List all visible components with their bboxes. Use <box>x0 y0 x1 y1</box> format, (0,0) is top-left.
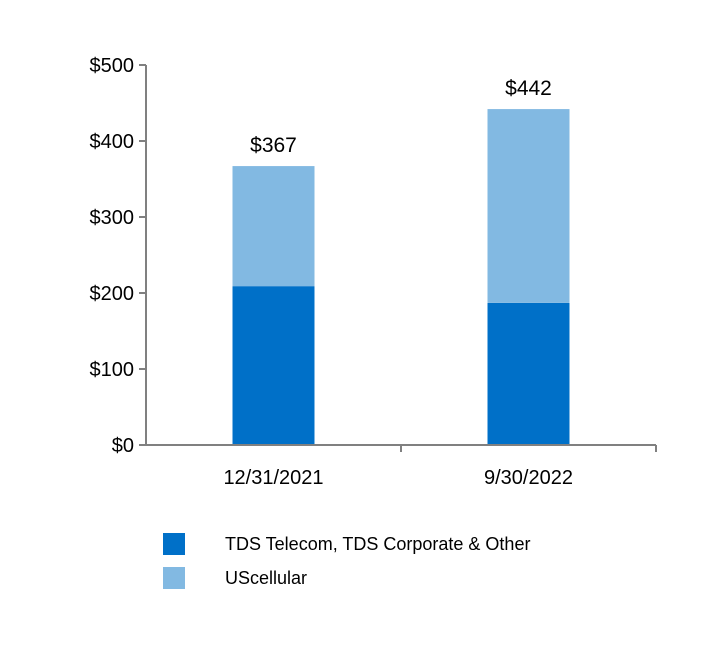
y-tick-label: $400 <box>90 131 135 153</box>
total-label: $367 <box>250 134 297 157</box>
y-tick-label: $200 <box>90 283 135 305</box>
legend-label-tds: TDS Telecom, TDS Corporate & Other <box>225 533 531 554</box>
bar-segment <box>487 109 570 303</box>
bar-segment <box>232 166 315 287</box>
legend: TDS Telecom, TDS Corporate & Other UScel… <box>163 527 530 595</box>
y-tick-label: $500 <box>90 55 135 77</box>
y-axis: $0 $100 $200 $300 $400 $500 <box>90 55 147 457</box>
legend-item-uscellular: UScellular <box>163 561 530 595</box>
bar-segment <box>487 302 570 445</box>
bar-chart: $0 $100 $200 $300 $400 $500 $367 $442 12/31/20… <box>90 55 657 489</box>
data-labels: $367 $442 <box>250 77 552 157</box>
y-tick-label: $300 <box>90 207 135 229</box>
legend-swatch-tds <box>163 533 185 555</box>
total-label: $442 <box>505 77 552 100</box>
y-tick-label: $100 <box>90 359 135 381</box>
legend-label-uscellular: UScellular <box>225 567 308 588</box>
legend-item-tds: TDS Telecom, TDS Corporate & Other <box>163 527 530 561</box>
legend-swatch-uscellular <box>163 567 185 589</box>
y-tick-label: $0 <box>112 435 134 457</box>
bar-segment <box>232 286 315 445</box>
x-tick-label: 9/30/2022 <box>484 467 573 489</box>
bars <box>232 109 570 445</box>
x-axis: 12/31/2021 9/30/2022 <box>146 444 657 489</box>
x-tick-label: 12/31/2021 <box>223 467 323 489</box>
